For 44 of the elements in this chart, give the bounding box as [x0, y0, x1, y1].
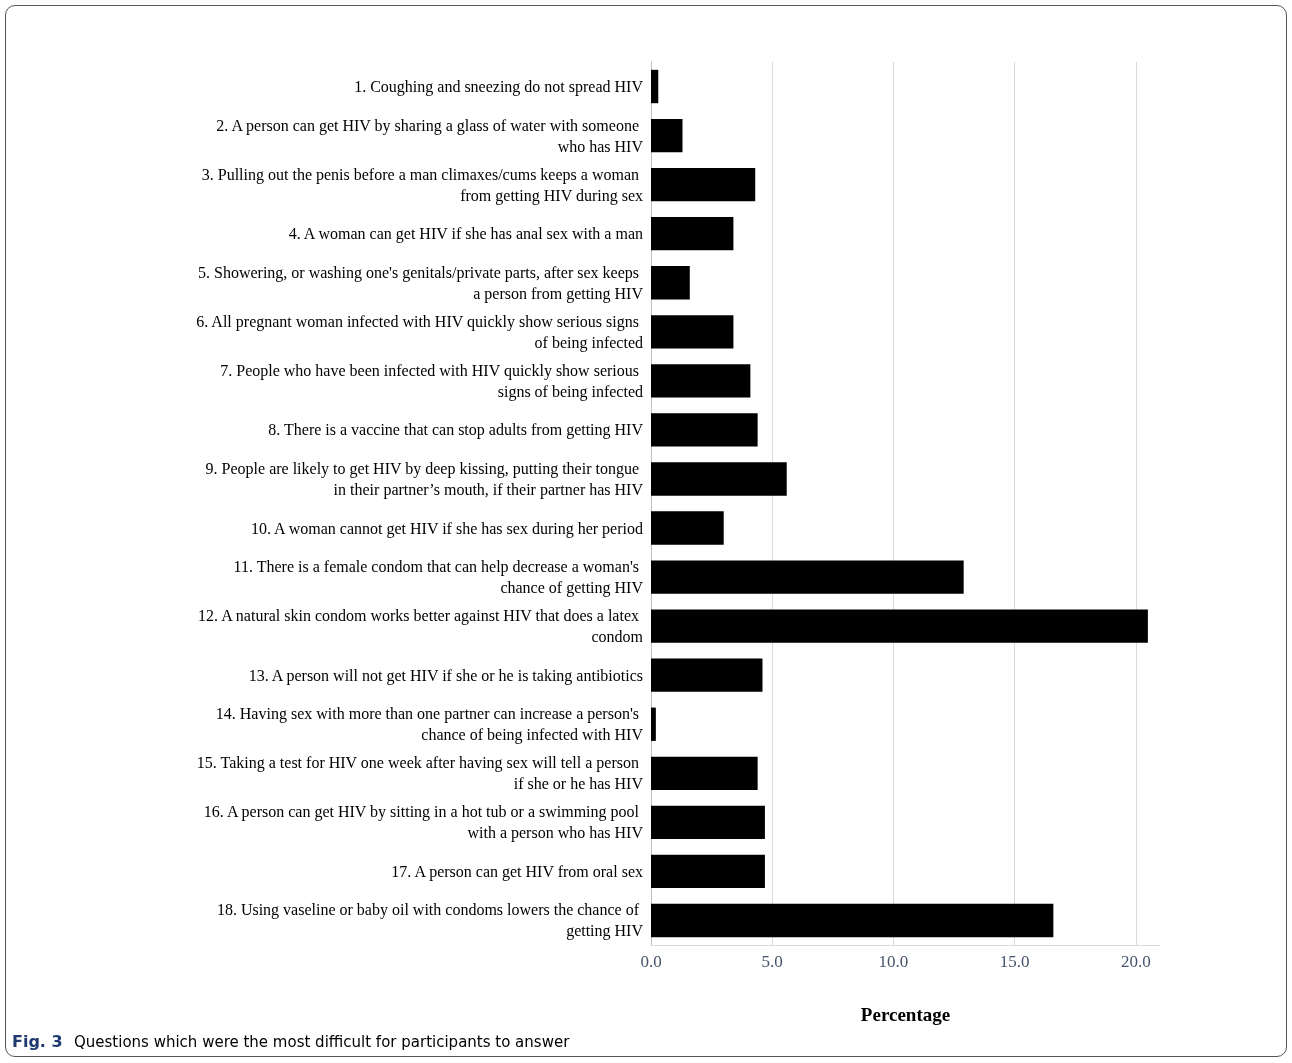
y-tick-label: 15. Taking a test for HIV one week after having sex will tell a person if she or he has HIV	[196, 754, 644, 793]
y-tick-label: 16. A person can get HIV by sitting in a hot tub or a swimming pool with a person who has HIV	[203, 803, 644, 843]
bar	[651, 167, 756, 202]
x-axis-title: Percentage	[860, 1004, 951, 1025]
bar	[651, 118, 683, 153]
bar	[651, 658, 763, 692]
y-tick-label: 14. Having sex with more than one partner can increase a person's chance of being infected with HIV	[215, 705, 644, 745]
y-tick-label: 6. All pregnant woman infected with HIV quickly show serious signs of being infected	[196, 312, 643, 352]
y-tick-label: 4. A woman can get HIV if she has anal sex with a man	[288, 225, 643, 244]
bar	[651, 560, 964, 594]
x-tick-label: 15.0	[999, 952, 1030, 971]
y-tick-label: 9. People are likely to get HIV by deep kissing, putting their tongue in their partner’s mouth, if their partner has HIV	[205, 459, 644, 499]
bar	[651, 462, 787, 496]
bar	[651, 315, 734, 349]
y-tick-label: 18. Using vaseline or baby oil with condoms lowers the chance of getting HIV	[216, 901, 644, 941]
bar	[651, 69, 659, 104]
y-tick-label: 3. Pulling out the penis before a man climaxes/cums keeps a woman from getting HIV during sex	[201, 165, 643, 205]
x-tick-label: 10.0	[878, 952, 909, 971]
x-tick-label: 5.0	[761, 952, 783, 971]
bar	[651, 805, 765, 840]
bar	[651, 413, 758, 447]
bar	[651, 364, 751, 398]
y-tick-label: 7. People who have been infected with HIV quickly show serious signs of being infected	[220, 361, 643, 401]
y-tick-label: 17. A person can get HIV from oral sex	[391, 862, 643, 881]
y-tick-label: 2. A person can get HIV by sharing a glass of water with someone who has HIV	[216, 116, 644, 155]
bar	[651, 217, 734, 251]
bar	[651, 903, 1054, 938]
y-tick-label: 12. A natural skin condom works better against HIV that does a latex condom	[198, 607, 644, 646]
bar	[651, 756, 758, 790]
y-tick-label: 13. A person will not get HIV if she or he is taking antibiotics	[248, 666, 643, 685]
x-tick-label: 0.0	[640, 952, 662, 971]
caption: Fig. 3	[12, 1031, 63, 1051]
y-tick-label: 8. There is a vaccine that can stop adults from getting HIV	[268, 421, 644, 440]
x-tick-label: 20.0	[1120, 952, 1151, 971]
bar	[651, 854, 765, 889]
text: Questions which were the most difficult for participants to answer	[74, 1032, 571, 1051]
bar	[651, 266, 690, 300]
bar	[651, 511, 724, 545]
bar	[651, 609, 1148, 643]
y-tick-label: 1. Coughing and sneezing do not spread HIV	[354, 78, 644, 97]
y-tick-label: 10. A woman cannot get HIV if she has sex during her period	[250, 519, 643, 538]
bar	[651, 707, 656, 741]
y-tick-label: 5. Showering, or washing one's genitals/private parts, after sex keeps a person from getting HIV	[198, 263, 644, 303]
y-tick-label: 11. There is a female condom that can help decrease a woman's chance of getting HIV	[233, 558, 644, 598]
